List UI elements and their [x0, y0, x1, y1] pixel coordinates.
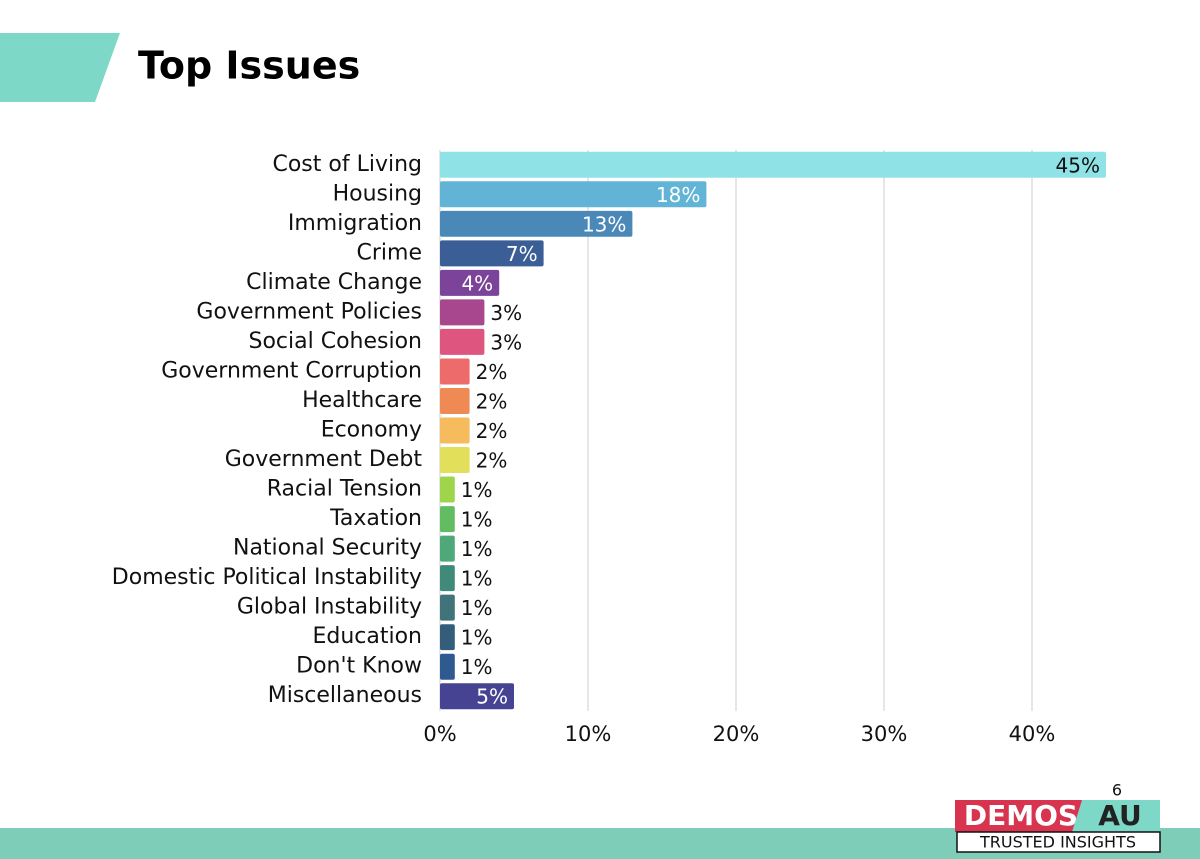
logo-tagline-box [956, 831, 1161, 853]
bar [440, 653, 455, 680]
value-label: 2% [476, 389, 508, 413]
value-label: 2% [476, 449, 508, 473]
x-tick-label: 10% [565, 722, 612, 746]
value-label: 1% [461, 567, 493, 591]
value-label: 4% [461, 271, 493, 295]
bar [440, 210, 633, 237]
plot: 0% 10% 20% 30% 40% Cost of Living 45% Housing 18… [112, 150, 1106, 746]
category-label: Cost of Living [272, 152, 422, 177]
value-label: 13% [582, 212, 626, 236]
x-tick-label: 20% [713, 722, 760, 746]
category-label: Racial Tension [267, 477, 422, 502]
bar [440, 328, 485, 355]
bar [440, 624, 455, 651]
bar [440, 594, 455, 621]
bar [440, 535, 455, 562]
value-label: 5% [476, 685, 508, 709]
category-label: Climate Change [246, 270, 422, 295]
category-label: Healthcare [302, 388, 422, 413]
bar [440, 447, 470, 474]
bar [440, 565, 455, 592]
bar [440, 358, 470, 385]
value-label: 1% [461, 537, 493, 561]
x-tick-label: 40% [1009, 722, 1056, 746]
value-label: 1% [461, 626, 493, 650]
logo-tagline: TRUSTED INSIGHTS [979, 833, 1136, 852]
value-label: 2% [476, 360, 508, 384]
category-label: Immigration [288, 211, 422, 236]
bar [440, 181, 707, 208]
category-label: Global Instability [237, 595, 422, 620]
category-label: Crime [357, 240, 422, 265]
bar [440, 506, 455, 533]
bar [440, 683, 514, 710]
category-label: National Security [233, 536, 422, 561]
x-tick-label: 0% [423, 722, 456, 746]
bar [440, 269, 500, 296]
logo-suffix-box [1072, 800, 1160, 832]
category-label: Education [312, 624, 422, 649]
logo-name: DEMOS [964, 799, 1078, 832]
category-label: Taxation [329, 506, 422, 531]
category-label: Miscellaneous [268, 683, 422, 708]
x-tick-label: 30% [861, 722, 908, 746]
value-label: 3% [490, 330, 522, 354]
value-label: 1% [461, 596, 493, 620]
category-label: Government Debt [225, 447, 423, 472]
value-label: 2% [476, 419, 508, 443]
value-label: 1% [461, 478, 493, 502]
category-label: Government Policies [196, 299, 422, 324]
page-number: 6 [1112, 781, 1122, 800]
category-label: Don't Know [296, 654, 422, 679]
bar [440, 417, 470, 444]
header-accent [0, 33, 120, 102]
chart-title: Top Issues [138, 44, 360, 88]
bar [440, 240, 544, 267]
logo-suffix: AU [1098, 799, 1142, 832]
logo-box [955, 800, 1087, 832]
bar [440, 299, 485, 326]
category-label: Housing [333, 181, 422, 206]
value-label: 18% [656, 183, 700, 207]
category-label: Economy [321, 418, 422, 443]
category-label: Social Cohesion [249, 329, 423, 354]
value-label: 7% [506, 242, 538, 266]
value-label: 45% [1056, 153, 1100, 177]
category-label: Domestic Political Instability [112, 565, 422, 590]
bar [440, 387, 470, 414]
bar [440, 476, 455, 503]
value-label: 1% [461, 655, 493, 679]
value-label: 1% [461, 508, 493, 532]
bar [440, 151, 1106, 178]
value-label: 3% [490, 301, 522, 325]
category-label: Government Corruption [161, 358, 422, 383]
